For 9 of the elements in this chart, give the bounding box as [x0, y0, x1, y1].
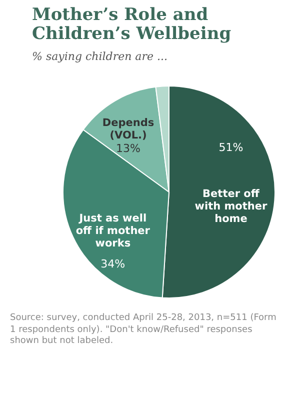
- data-label: 13%: [116, 142, 141, 156]
- chart-subtitle: % saying children are ...: [32, 50, 168, 63]
- slice-label: Better off with mother home: [194, 188, 268, 225]
- data-label: 34%: [100, 257, 126, 270]
- source-note: Source: survey, conducted April 25-28, 2013, n=511 (Form 1 respondents only). "Don't know/Refused" responses shown but not labeled.: [10, 313, 278, 348]
- slice-label: Just as well off if mother works: [76, 212, 151, 250]
- chart-title: Mother’s Role and Children’s Wellbeing: [32, 5, 232, 44]
- slice-label: Depends (VOL.): [102, 117, 154, 142]
- data-label: 51%: [218, 140, 244, 154]
